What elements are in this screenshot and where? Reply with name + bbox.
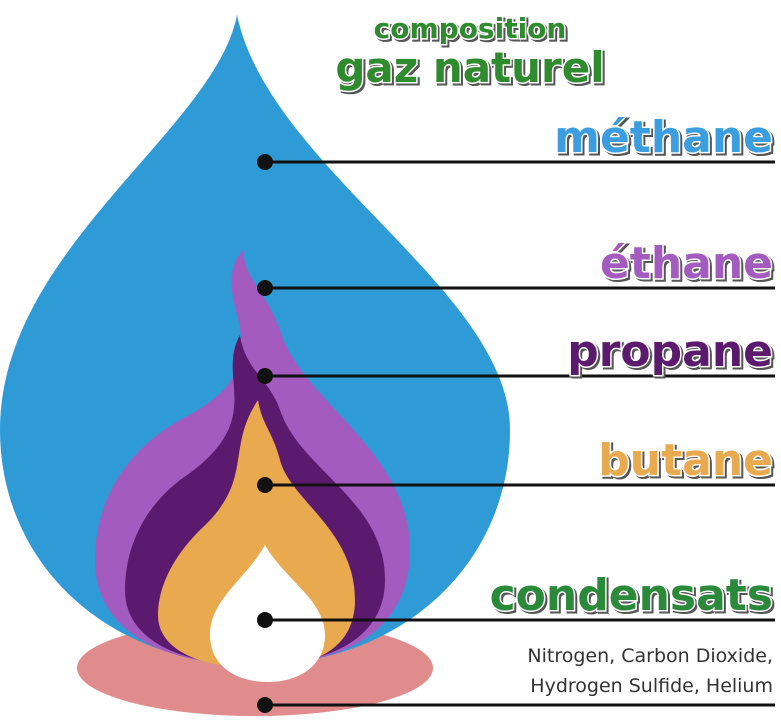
title-line2: gaz naturel <box>335 43 604 92</box>
note-line: Nitrogen, Carbon Dioxide, <box>527 645 773 667</box>
pointer-dot <box>257 280 273 296</box>
title-line1: composition <box>374 12 567 45</box>
pointer-dot <box>257 477 273 493</box>
layer-label: méthane <box>554 112 773 163</box>
layer-label: propane <box>567 326 773 377</box>
pointer-dot <box>257 697 273 713</box>
layer-label: butane <box>598 435 773 486</box>
layer-label: condensats <box>490 570 773 621</box>
diagram: composition gaz naturel méthane éthane p… <box>0 0 781 722</box>
pointer-dot <box>257 612 273 628</box>
layer-label: éthane <box>600 238 773 289</box>
note-line: Hydrogen Sulfide, Helium <box>530 675 773 697</box>
pointer-dot <box>257 368 273 384</box>
pointer-dot <box>257 154 273 170</box>
